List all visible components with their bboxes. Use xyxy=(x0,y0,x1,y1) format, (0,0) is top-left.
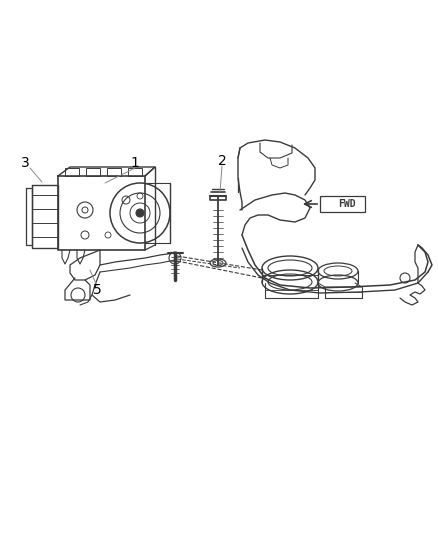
Bar xyxy=(107,168,121,176)
Text: 3: 3 xyxy=(21,156,29,170)
Circle shape xyxy=(136,209,144,217)
Bar xyxy=(86,168,100,176)
Bar xyxy=(65,168,79,176)
Bar xyxy=(320,196,365,212)
Text: 2: 2 xyxy=(218,154,226,168)
Text: 1: 1 xyxy=(131,156,139,170)
Text: 5: 5 xyxy=(92,283,101,297)
Bar xyxy=(128,168,142,176)
Text: FWD: FWD xyxy=(338,199,356,209)
